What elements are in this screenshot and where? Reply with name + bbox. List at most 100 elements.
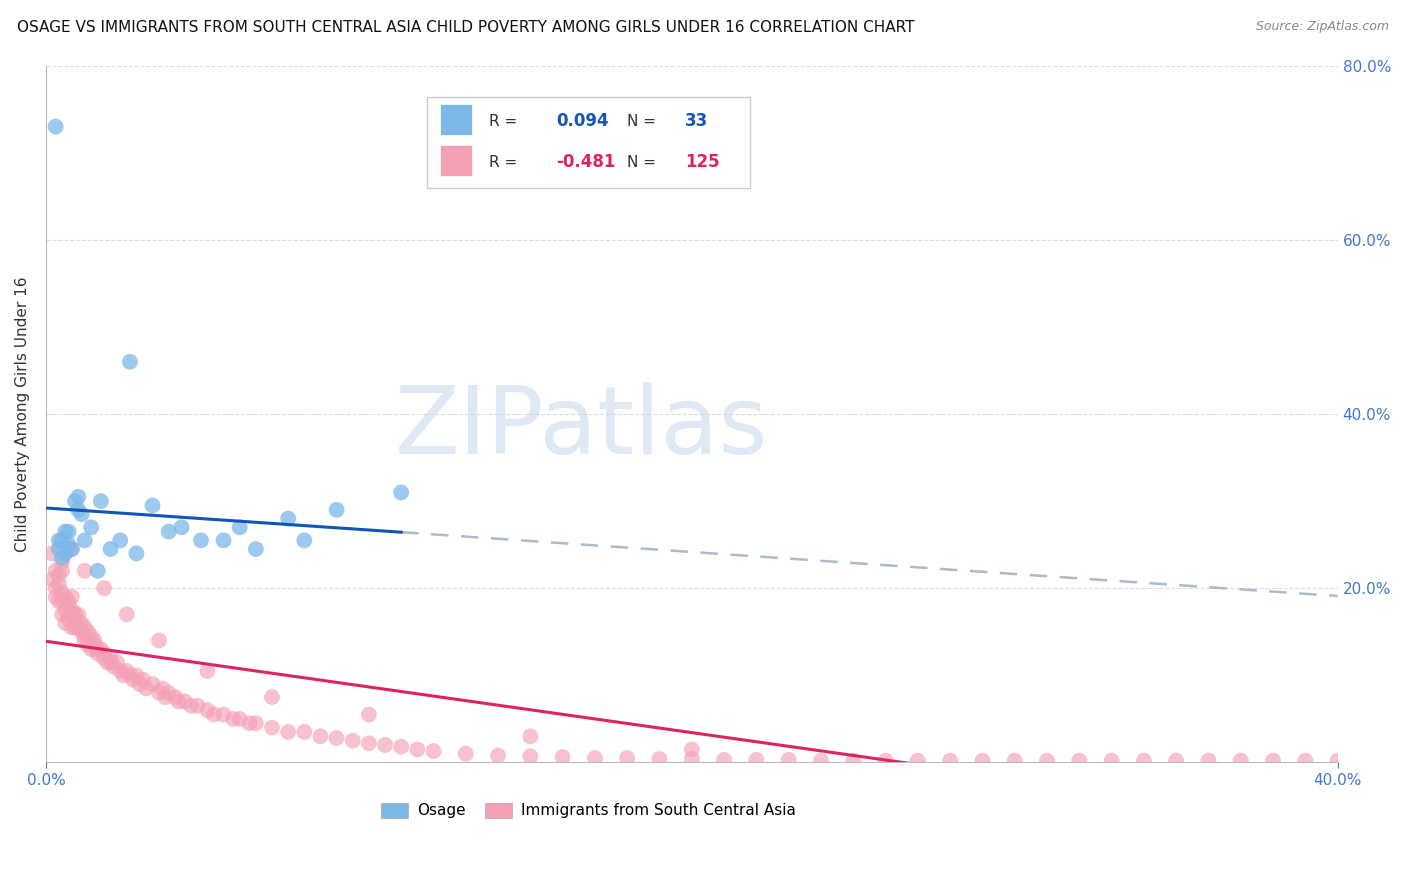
Point [45,120,67,134]
Point [63,607,86,622]
Point [80,642,103,657]
Point [45,564,67,578]
Point [212,707,235,722]
Point [58,594,80,608]
Text: 0.094: 0.094 [557,112,609,130]
Point [51,533,73,548]
Point [212,533,235,548]
Point [389,485,412,500]
Point [58,612,80,626]
Point [128,677,150,691]
Point [41,573,63,587]
Point [63,612,86,626]
Text: 125: 125 [685,153,720,171]
Point [277,725,299,739]
Point [58,538,80,552]
Point [60,542,83,557]
Point [86,642,108,657]
Point [100,542,122,557]
Point [325,731,347,745]
Point [157,686,180,700]
Point [260,690,283,705]
Point [141,677,163,691]
Point [222,712,245,726]
Point [170,520,193,534]
Text: OSAGE VS IMMIGRANTS FROM SOUTH CENTRAL ASIA CHILD POVERTY AMONG GIRLS UNDER 16 C: OSAGE VS IMMIGRANTS FROM SOUTH CENTRAL A… [17,20,914,35]
Point [63,494,86,508]
Point [551,750,574,764]
Point [374,738,396,752]
Point [238,716,260,731]
Point [93,581,115,595]
Point [907,754,929,768]
Point [60,620,83,634]
Text: ZIPatlas: ZIPatlas [395,382,769,474]
Point [1036,754,1059,768]
Point [58,524,80,539]
Text: R =: R = [489,154,517,169]
Point [260,721,283,735]
Point [1133,754,1156,768]
Point [96,655,118,669]
Point [53,546,76,560]
Point [60,607,83,622]
Point [60,542,83,557]
Point [48,533,70,548]
Point [51,594,73,608]
Point [90,494,112,508]
Point [292,725,315,739]
Point [648,752,671,766]
Text: -0.481: -0.481 [557,153,616,171]
Point [45,581,67,595]
Y-axis label: Child Poverty Among Girls Under 16: Child Poverty Among Girls Under 16 [15,277,30,552]
Point [93,651,115,665]
Point [100,655,122,669]
Point [1101,754,1123,768]
Point [51,564,73,578]
Point [67,620,90,634]
Point [972,754,994,768]
Point [1069,754,1091,768]
Point [110,533,132,548]
Point [150,681,173,696]
Point [842,754,865,768]
Point [357,707,380,722]
Point [357,736,380,750]
Point [519,729,541,743]
Point [48,577,70,591]
FancyBboxPatch shape [427,97,749,187]
Bar [440,103,472,136]
Point [73,564,96,578]
Point [454,747,477,761]
Point [86,647,108,661]
Point [58,599,80,613]
Point [67,620,90,634]
Point [187,698,209,713]
Point [73,633,96,648]
Legend: Osage, Immigrants from South Central Asia: Osage, Immigrants from South Central Asi… [375,797,803,824]
Point [67,607,90,622]
Point [616,751,638,765]
Point [583,751,606,765]
Point [406,742,429,756]
Point [1198,754,1220,768]
Point [875,754,897,768]
Point [228,520,250,534]
Text: R =: R = [489,114,517,128]
Point [277,511,299,525]
Point [141,499,163,513]
Point [292,533,315,548]
Text: N =: N = [627,154,657,169]
Point [77,624,100,639]
Point [93,647,115,661]
Point [125,668,148,682]
Point [48,568,70,582]
Point [67,503,90,517]
Point [51,555,73,569]
Text: N =: N = [627,114,657,128]
Point [148,686,170,700]
Point [228,712,250,726]
Point [939,754,962,768]
Point [115,607,138,622]
Point [60,590,83,604]
